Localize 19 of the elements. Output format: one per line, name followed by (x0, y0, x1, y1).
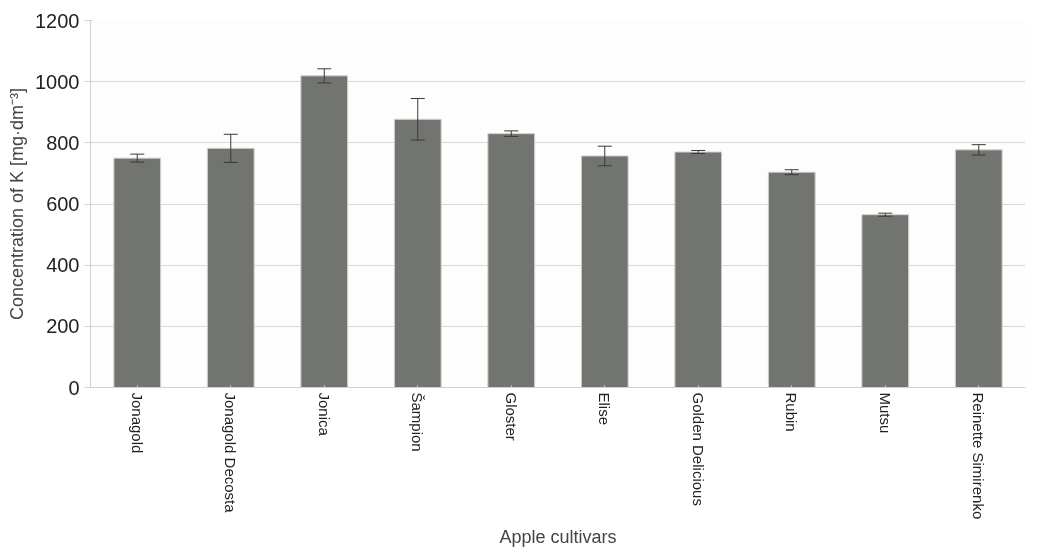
x-tick-label: Mutsu (876, 392, 894, 434)
y-tick-label: 1000 (35, 70, 80, 93)
x-tick-label: Jonica (315, 392, 333, 437)
x-tick-label: Jonagold (128, 392, 146, 454)
x-tick-label: Šampion (409, 392, 427, 452)
y-axis-title: Concentration of K [mg·dm⁻³] (7, 87, 28, 321)
x-tick-label: Elise (596, 392, 614, 426)
x-axis-title: Apple cultivars (499, 527, 617, 548)
x-tick-label: Golden Delicious (689, 392, 707, 506)
y-tick-label: 0 (68, 376, 80, 399)
x-tick-label: Reinette Simirenko (970, 392, 988, 520)
y-tick-label: 600 (46, 193, 80, 215)
x-tick-label: Jonagold Decosta (222, 392, 240, 514)
y-tick-label: 400 (46, 254, 80, 277)
y-tick-label: 800 (46, 131, 80, 154)
x-tick-label: Gloster (502, 392, 520, 441)
y-tick-label: 1200 (35, 9, 80, 32)
y-tick-label: 200 (46, 315, 80, 338)
x-tick-label: Rubin (783, 392, 801, 432)
